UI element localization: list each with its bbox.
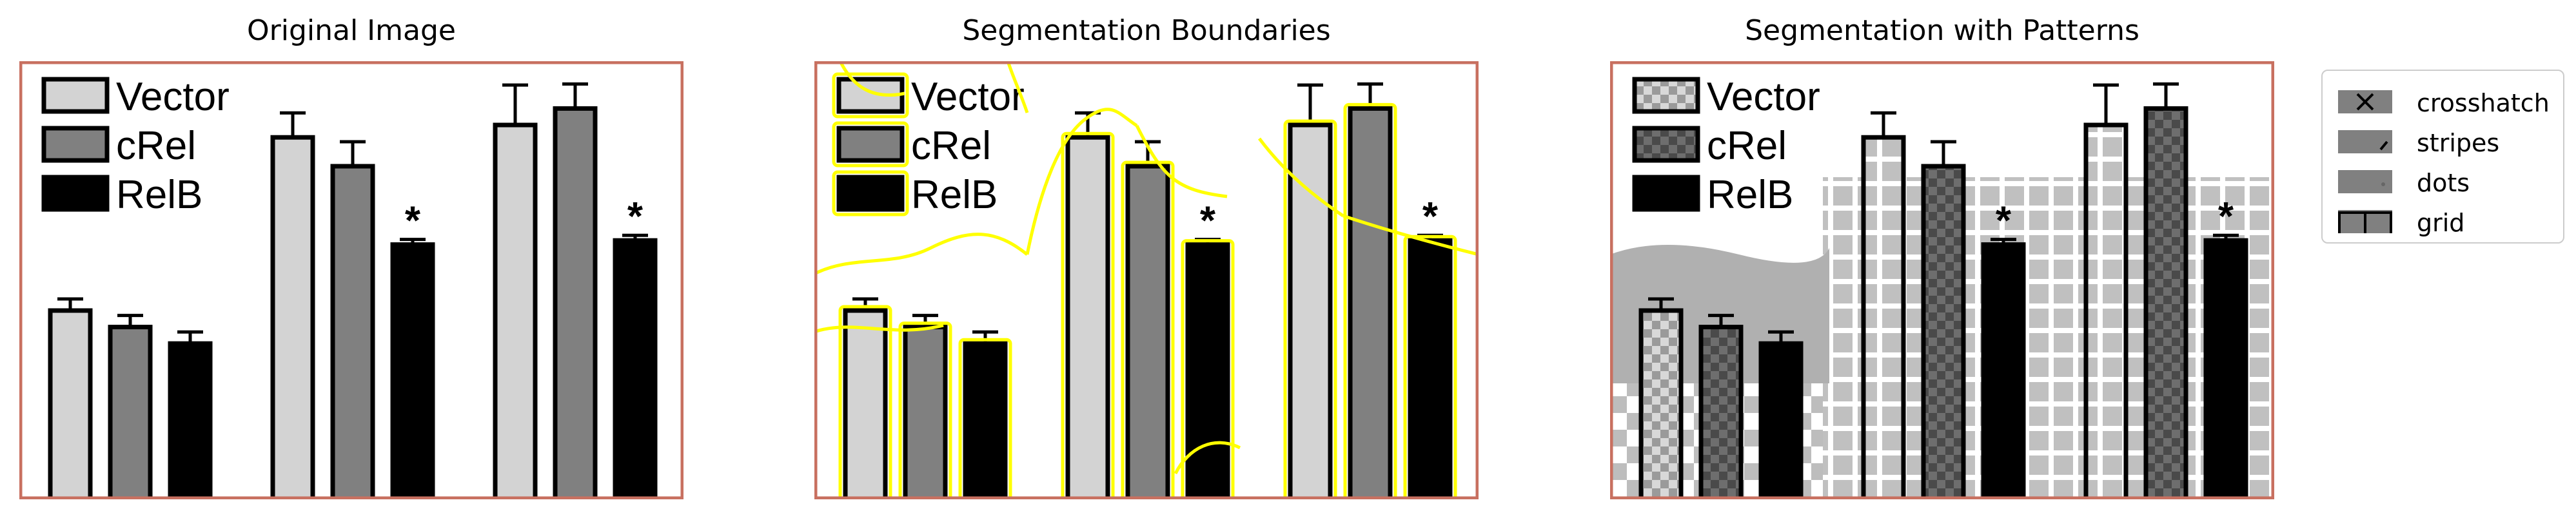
boundary-crel-g2 [1121,160,1175,499]
boundary-curve-9 [1174,441,1241,475]
significance-asterisk-g2: * [1996,199,2012,244]
bar-relb-g1 [1758,341,1804,499]
legend-text-crel: cRel [1707,124,1787,168]
panel-frame [19,61,683,499]
dot-mark [2381,182,2385,186]
significance-asterisk-g3: * [1422,195,1439,239]
boundary-curve-5 [1258,137,1344,218]
swatch-fill [2338,170,2392,193]
bar-vector-g1 [1638,308,1684,499]
panel-original: * * Vector cRel RelB [19,61,683,499]
grid-swatch-icon [2338,210,2392,233]
legend-text-vector: Vector [116,75,230,119]
legend-label-stripes: stripes [2417,129,2500,157]
bar-vector-g3 [2083,122,2129,499]
legend-box-vector [1632,77,1700,114]
bar-relb-g2 [390,242,435,499]
bar-vector-g3 [1288,122,1333,499]
legend-text-relb: RelB [116,173,202,217]
boundary-relb-g1 [958,338,1012,499]
bar-relb-g3 [613,238,658,499]
bar-crel-g1 [108,325,153,499]
panel-title-boundaries: Segmentation Boundaries [962,14,1331,47]
boundary-crel-g3 [1343,102,1397,499]
stripes-swatch-icon [2338,130,2392,153]
boundary-legend-vector [832,72,909,119]
boundary-curve-3 [1135,124,1228,198]
bar-crel-g2 [1921,164,1966,499]
legend-label-crosshatch: crosshatch [2417,89,2550,117]
bar-relb-g1 [963,341,1008,499]
slash-stroke [2379,140,2388,151]
legend-box-relb [836,175,905,212]
legend-box-crel [41,126,110,163]
panel-patterns: * * Vector cRel RelB [1610,61,2274,499]
boundary-crel-g1 [898,321,952,499]
boundary-curve-1 [814,233,1028,276]
crosshatch-swatch-icon [2338,90,2392,113]
bar-relb-g2 [1981,242,2026,499]
dots-swatch-icon [2338,170,2392,193]
boundary-curve-7 [838,61,905,97]
boundary-vector-g3 [1283,119,1337,499]
boundary-relb-g2 [1181,239,1235,499]
significance-asterisk-g3: * [2218,195,2234,239]
bar-relb-g2 [1185,242,1230,499]
panel-frame [814,61,1479,499]
significance-asterisk-g2: * [1200,199,1216,244]
bar-relb-g3 [2203,238,2248,499]
bar-vector-g1 [843,308,888,499]
bar-relb-g1 [168,341,213,499]
significance-asterisk-g3: * [627,195,644,239]
boundary-curve-4 [814,323,944,334]
bar-crel-g2 [1125,164,1170,499]
boundary-legend-crel [832,121,909,168]
bar-vector-g2 [270,135,315,499]
legend-label-grid: grid [2417,209,2465,237]
legend-text-crel: cRel [116,124,196,168]
boundary-curve-6 [1342,214,1479,256]
boundary-curve-2 [1025,108,1138,255]
bar-vector-g2 [1065,135,1110,499]
legend-text-crel: cRel [911,124,991,168]
bar-crel-g2 [330,164,375,499]
legend-box-relb [41,175,110,212]
pattern-legend: crosshatch stripes dots grid [2321,70,2564,244]
legend-text-relb: RelB [911,173,998,217]
swatch-fill [2338,130,2392,153]
legend-text-relb: RelB [1707,173,1793,217]
bar-crel-g1 [1698,325,1744,499]
boundary-vector-g2 [1061,131,1115,499]
panel-title-original: Original Image [247,14,456,47]
boundary-relb-g3 [1403,235,1457,499]
bar-vector-g2 [1861,135,1906,499]
legend-box-crel [836,126,905,163]
legend-box-vector [41,77,110,114]
legend-text-vector: Vector [1707,75,1820,119]
bar-crel-g3 [553,106,598,499]
boundary-legend-relb [832,170,909,216]
legend-label-dots: dots [2417,169,2470,197]
bar-crel-g3 [1348,106,1393,499]
legend-box-crel [1632,126,1700,163]
panel-frame [1610,61,2274,499]
bar-crel-g3 [2143,106,2188,499]
panel-title-patterns: Segmentation with Patterns [1745,14,2139,47]
significance-asterisk-g2: * [405,199,421,244]
legend-text-vector: Vector [911,75,1025,119]
boundary-curve-8 [1006,61,1029,113]
boundary-vector-g1 [838,305,892,499]
legend-box-relb [1632,175,1700,212]
bar-vector-g1 [48,308,93,499]
bar-crel-g1 [903,325,948,499]
bar-relb-g3 [1408,238,1453,499]
x-stroke-b [2356,93,2374,111]
panel-boundaries: * * Vector cRel RelB [814,61,1479,499]
bar-vector-g3 [493,122,538,499]
